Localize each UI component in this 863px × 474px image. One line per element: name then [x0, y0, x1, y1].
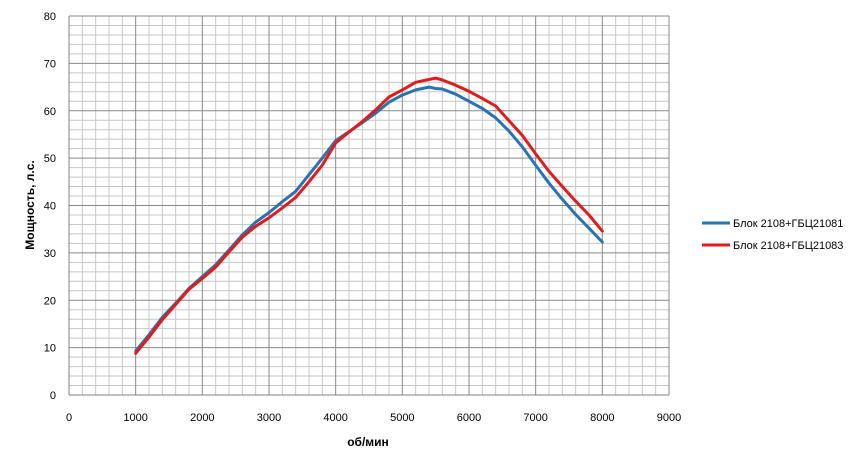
series-group — [134, 76, 604, 355]
x-tick-label: 3000 — [257, 412, 281, 424]
x-tick-label: 0 — [66, 412, 72, 424]
legend-label-series-2: Блок 2108+ГБЦ21083 — [733, 240, 843, 252]
x-tick-label: 5000 — [390, 412, 414, 424]
series-line-2 — [134, 76, 604, 355]
y-tick-label: 60 — [44, 106, 56, 118]
y-axis-title: Мощность, л.с. — [23, 160, 37, 249]
x-tick-label: 7000 — [523, 412, 547, 424]
legend-label-series-1: Блок 2108+ГБЦ21081 — [733, 218, 843, 230]
axes — [68, 16, 669, 396]
legend: Блок 2108+ГБЦ21081 Блок 2108+ГБЦ21083 — [702, 218, 843, 252]
y-tick-label: 0 — [50, 390, 56, 402]
x-tick-label: 8000 — [590, 412, 614, 424]
x-axis-title: об/мин — [347, 435, 389, 449]
y-tick-label: 10 — [44, 343, 56, 355]
x-tick-label: 2000 — [190, 412, 214, 424]
x-tick-label: 4000 — [323, 412, 347, 424]
tick-labels: 0 1000 2000 3000 4000 5000 6000 7000 8000 9000 0 10… — [44, 11, 681, 424]
y-tick-label: 30 — [44, 248, 56, 260]
y-tick-label: 70 — [44, 58, 56, 70]
series-line-1 — [134, 85, 604, 353]
y-tick-label: 50 — [44, 153, 56, 165]
x-tick-label: 1000 — [123, 412, 147, 424]
y-tick-label: 20 — [44, 295, 56, 307]
y-tick-label: 40 — [44, 201, 56, 213]
x-tick-label: 6000 — [457, 412, 481, 424]
y-tick-label: 80 — [44, 11, 56, 23]
x-tick-label: 9000 — [657, 412, 681, 424]
